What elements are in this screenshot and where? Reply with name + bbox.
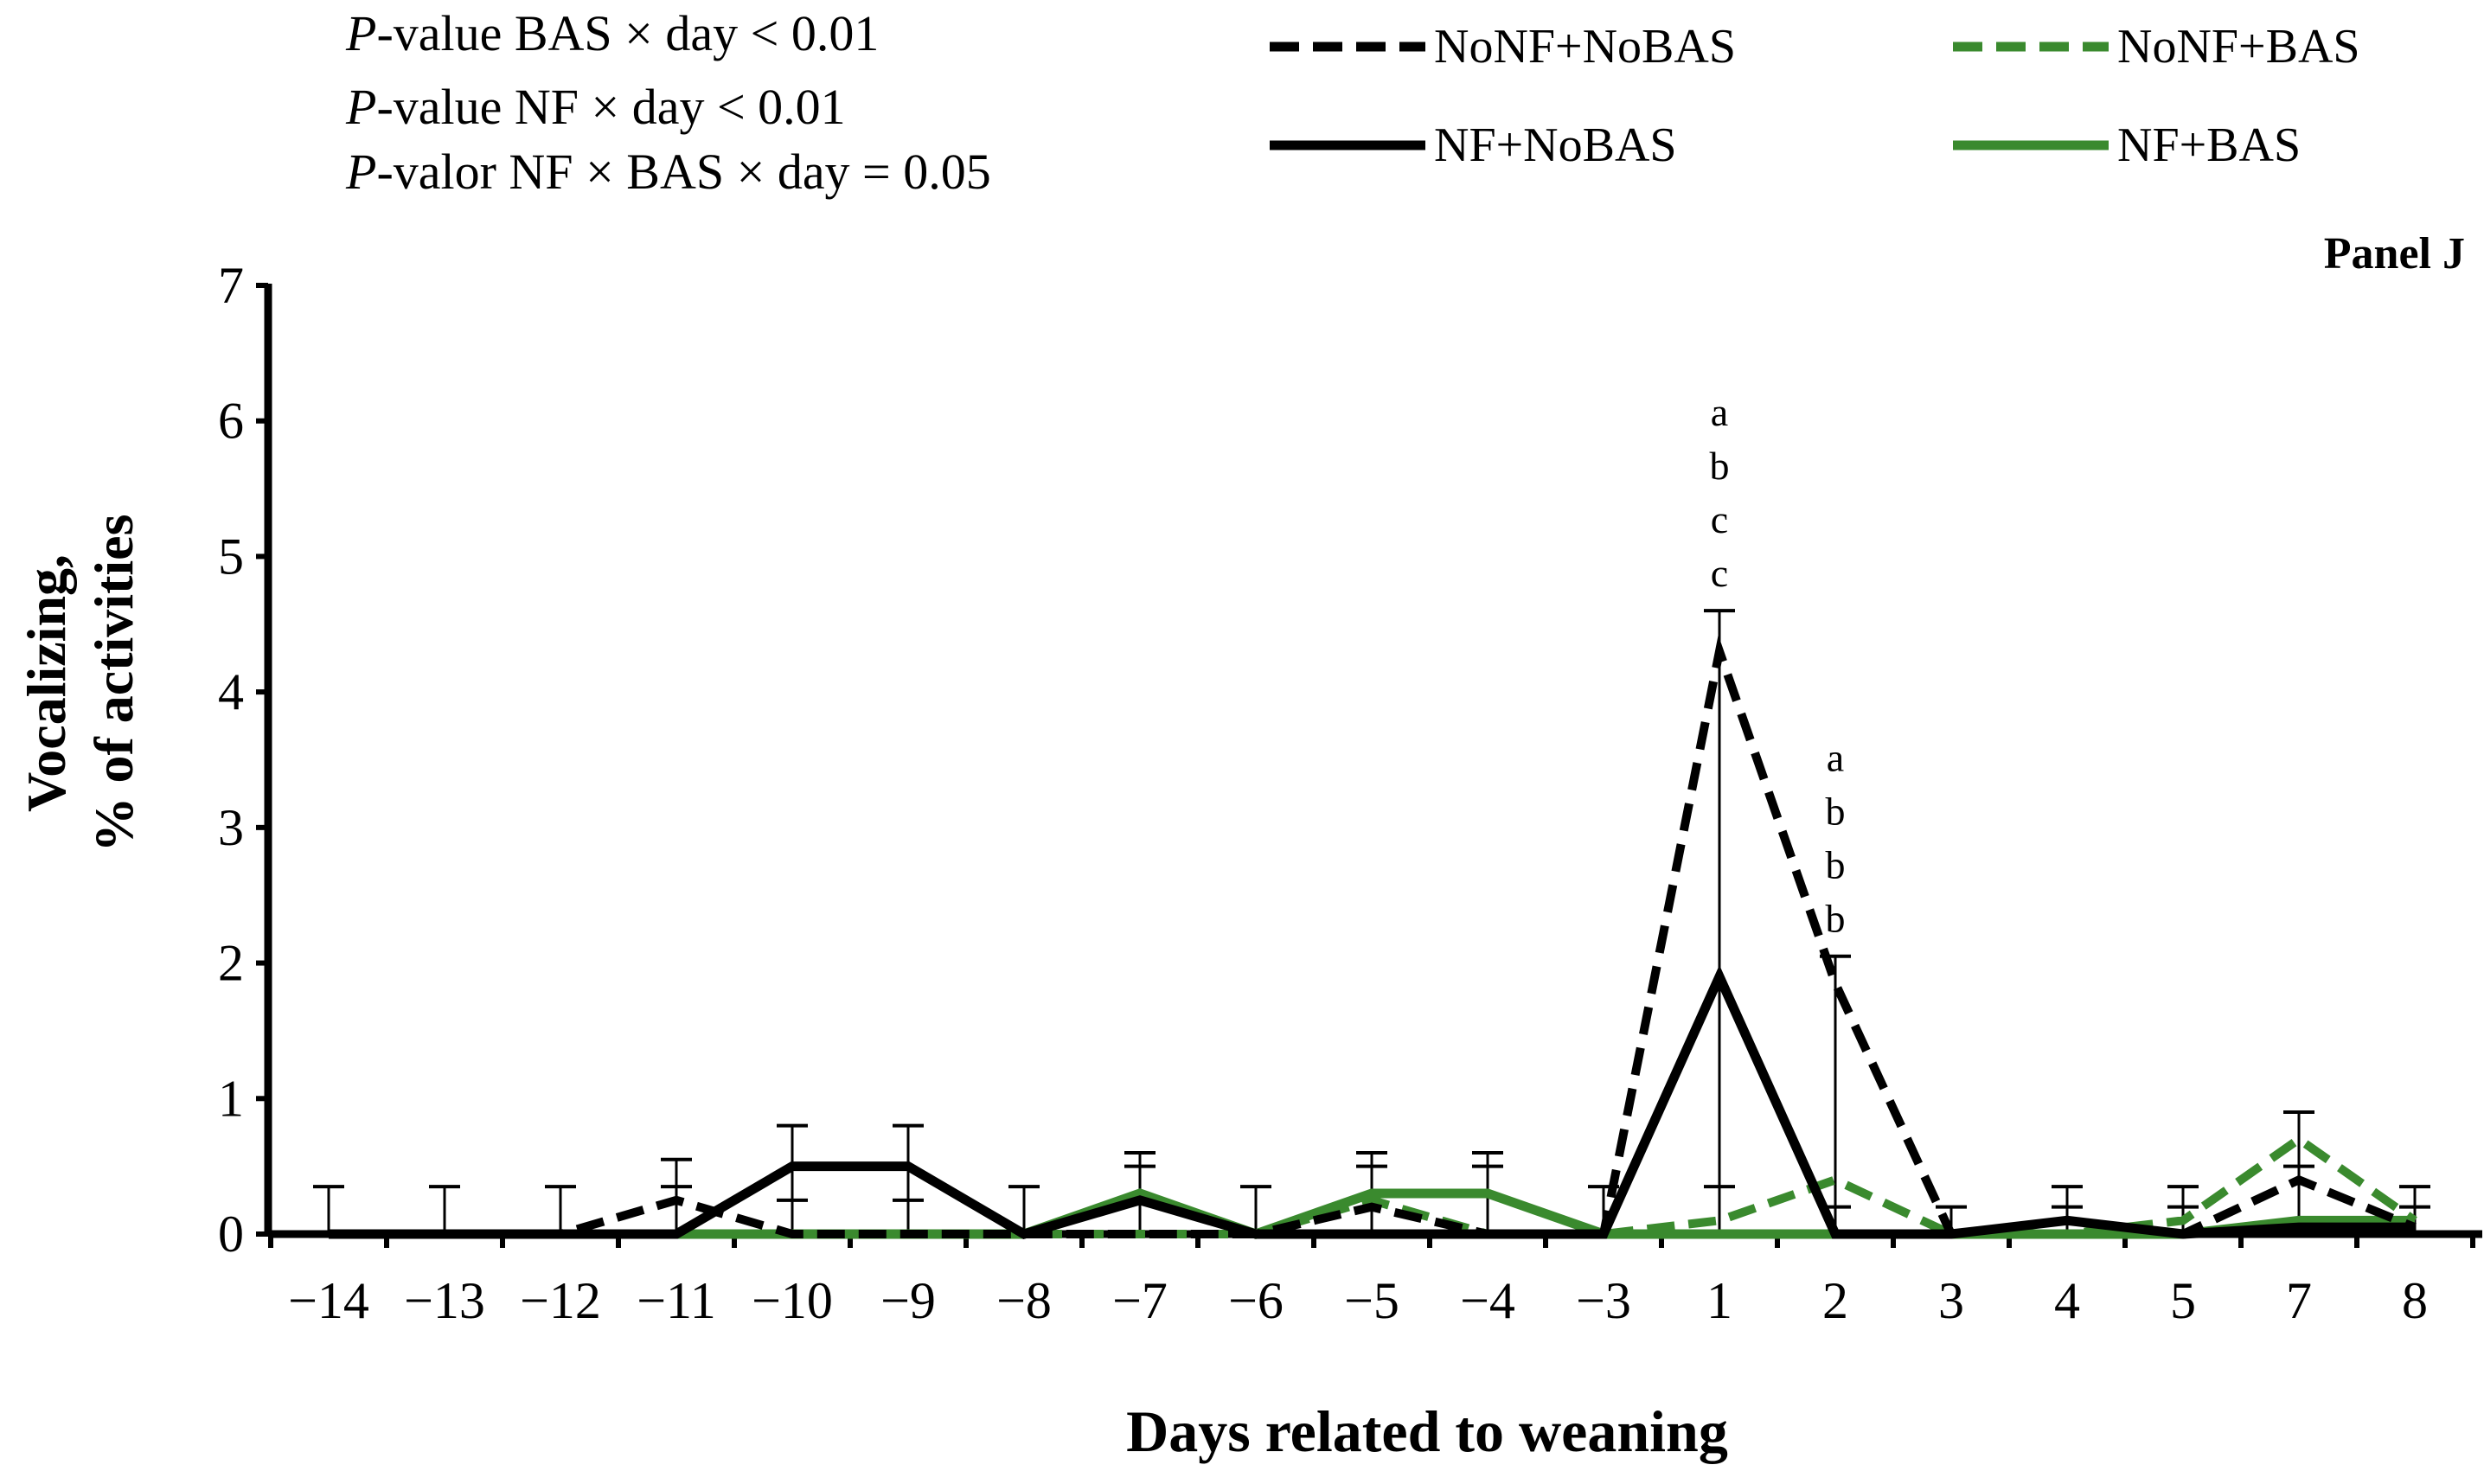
significance-letter: b xyxy=(1826,897,1846,941)
x-tick-label: −11 xyxy=(637,1272,716,1329)
significance-letter: a xyxy=(1711,390,1728,434)
x-tick-label: −10 xyxy=(752,1272,833,1329)
x-axis-label: Days related to weaning xyxy=(1126,1398,1728,1464)
x-tick-label: 1 xyxy=(1706,1272,1732,1329)
x-tick-label: −13 xyxy=(404,1272,485,1329)
y-tick-label: 0 xyxy=(218,1206,244,1263)
legend-label-nf-nobas: NF+NoBAS xyxy=(1434,118,1677,172)
x-tick-label: 4 xyxy=(2054,1272,2080,1329)
significance-letter: c xyxy=(1711,497,1728,541)
x-tick-label: 3 xyxy=(1938,1272,1964,1329)
x-tick-label: −14 xyxy=(288,1272,369,1329)
x-tick-label: 5 xyxy=(2170,1272,2196,1329)
legend-label-nonf-bas: NoNF+BAS xyxy=(2117,20,2360,74)
stats-line-2: P-value NF × day < 0.01 xyxy=(345,79,846,135)
x-tick-label: −8 xyxy=(996,1272,1052,1329)
x-tick-label: −5 xyxy=(1344,1272,1399,1329)
y-tick-label: 6 xyxy=(218,393,244,450)
legend-label-nonf-nobas: NoNF+NoBAS xyxy=(1434,20,1736,74)
legend-label-nf-bas: NF+BAS xyxy=(2117,118,2301,172)
y-tick-label: 4 xyxy=(218,663,244,720)
y-axis-label-line-1: Vocalizing, xyxy=(16,554,77,812)
y-axis-label: Vocalizing, % of activities xyxy=(16,515,144,853)
x-tick-label: 2 xyxy=(1822,1272,1848,1329)
significance-letter: b xyxy=(1710,444,1730,488)
y-tick-label: 5 xyxy=(218,528,244,585)
significance-letter: b xyxy=(1826,843,1846,887)
x-tick-label: 7 xyxy=(2286,1272,2312,1329)
x-tick-label: −3 xyxy=(1576,1272,1631,1329)
significance-letter: c xyxy=(1711,551,1728,595)
x-tick-label: 8 xyxy=(2402,1272,2428,1329)
x-tick-label: −7 xyxy=(1112,1272,1168,1329)
x-tick-label: −12 xyxy=(520,1272,601,1329)
significance-letter: a xyxy=(1827,736,1844,780)
stats-line-3: P-valor NF × BAS × day = 0.05 xyxy=(345,144,991,200)
y-tick-label: 7 xyxy=(218,257,244,314)
x-tick-label: −6 xyxy=(1228,1272,1284,1329)
x-tick-label: −4 xyxy=(1460,1272,1515,1329)
y-tick-label: 3 xyxy=(218,799,244,856)
y-tick-label: 2 xyxy=(218,935,244,992)
x-tick-label: −9 xyxy=(880,1272,936,1329)
legend: NoNF+NoBAS NoNF+BAS NF+NoBAS NF+BAS xyxy=(1270,20,2360,172)
y-axis-label-line-2: % of activities xyxy=(83,515,144,853)
panel-label: Panel J xyxy=(2324,229,2465,278)
significance-letter: b xyxy=(1826,790,1846,834)
series-line-nonf-nobas xyxy=(329,635,2417,1239)
y-tick-label: 1 xyxy=(218,1070,244,1127)
stats-line-1: P-value BAS × day < 0.01 xyxy=(345,5,879,61)
